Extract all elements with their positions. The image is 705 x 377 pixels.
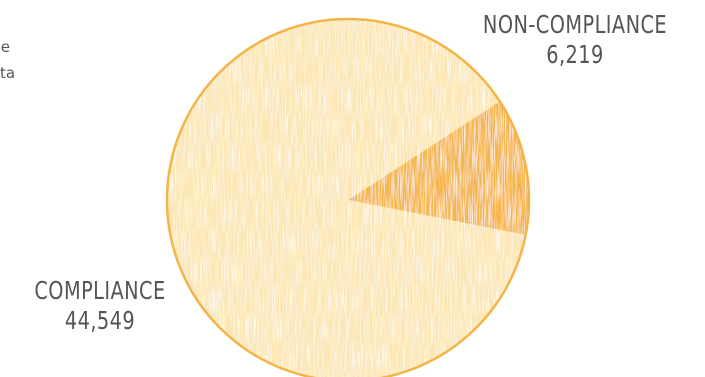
slice-value-compliance: 44,549 xyxy=(64,306,136,335)
label-non-compliance: NON-COMPLIANCE 6,219 xyxy=(468,10,683,70)
pie-outline xyxy=(165,17,531,377)
slice-value-non-compliance: 6,219 xyxy=(546,40,604,69)
pie-slice-non-compliance xyxy=(348,101,529,235)
slice-label-non-compliance: NON-COMPLIANCE xyxy=(482,10,668,39)
side-text-line-1: e xyxy=(0,38,10,56)
slice-label-compliance: COMPLIANCE xyxy=(34,276,166,305)
label-compliance: COMPLIANCE 44,549 xyxy=(1,276,199,336)
pie-slice-compliance xyxy=(167,19,526,377)
